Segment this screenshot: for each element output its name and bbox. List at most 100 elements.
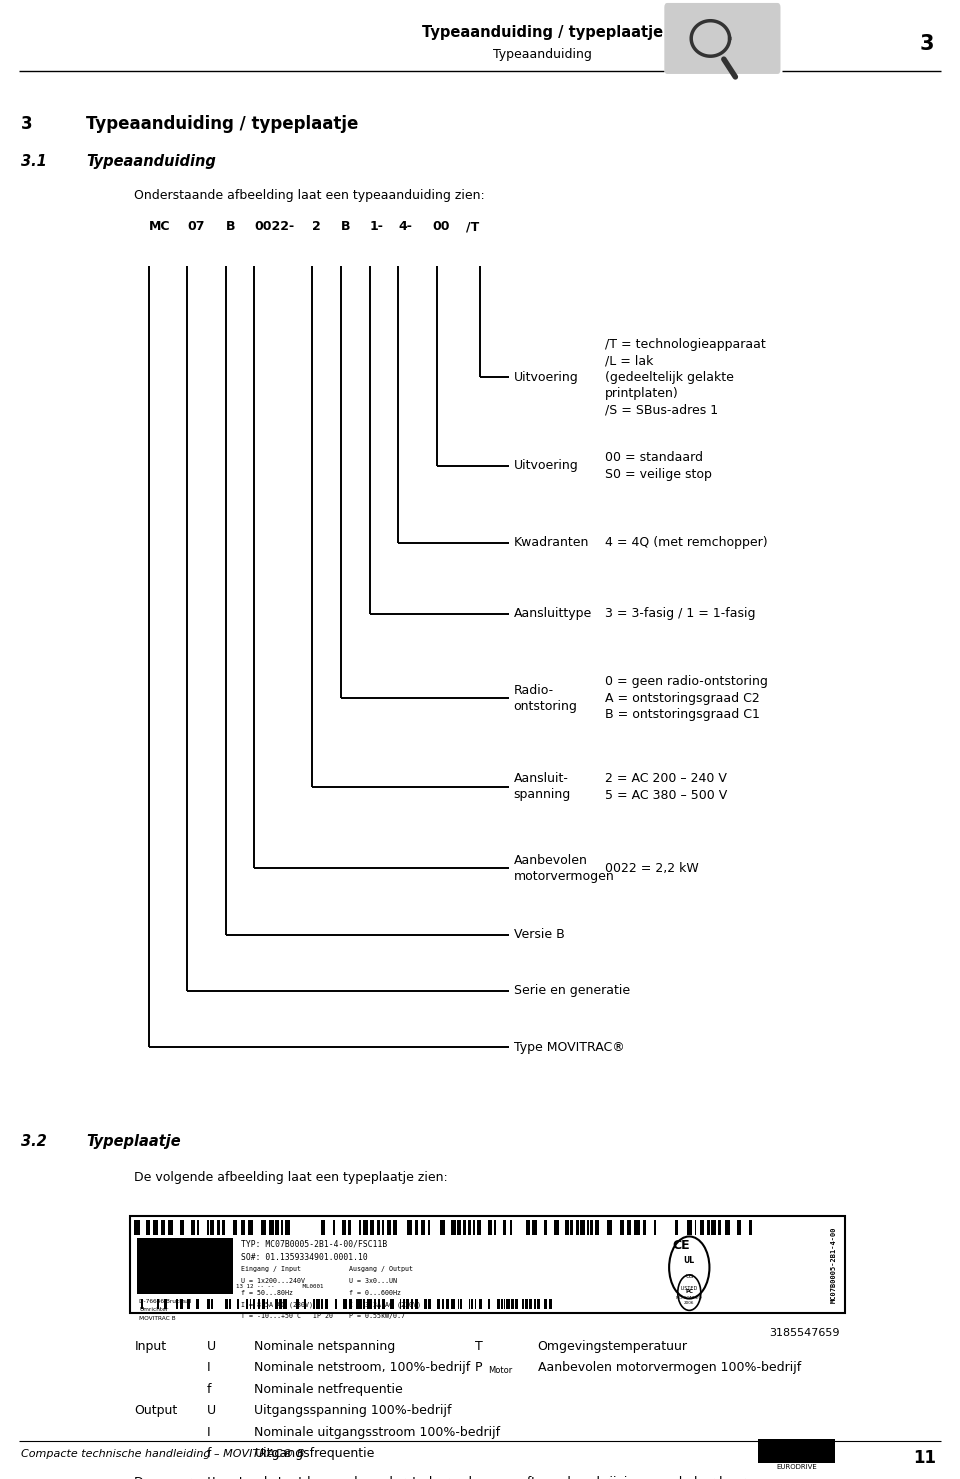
Text: 0022 = 2,2 kW: 0022 = 2,2 kW [605,862,699,874]
Bar [232,1220,237,1235]
Bar [316,1299,320,1309]
Bar [758,1439,835,1463]
Text: Made in Germany  Status: 10 13 12 -- --        ML0001: Made in Germany Status: 10 13 12 -- -- M… [138,1284,324,1288]
Bar [594,1220,599,1235]
Text: Versie B: Versie B [514,929,564,941]
Text: Output: Output [134,1405,178,1417]
Bar [342,1220,347,1235]
Bar [446,1299,449,1309]
Text: 3185547659: 3185547659 [770,1328,840,1338]
Text: IND.CONT.EQ: IND.CONT.EQ [676,1296,703,1299]
Bar [476,1220,481,1235]
Text: P: P [475,1361,483,1374]
Bar [503,1220,506,1235]
Bar [506,1299,510,1309]
Bar [695,1220,696,1235]
Bar [711,1220,715,1235]
Bar [654,1220,656,1235]
Bar [222,1220,225,1235]
Text: Aansluit-
spanning: Aansluit- spanning [514,772,571,802]
Bar [285,1220,290,1235]
Bar [335,1299,337,1309]
Text: Typeplaatje: Typeplaatje [86,1134,181,1149]
Text: Typeaanduiding / typeplaatje: Typeaanduiding / typeplaatje [421,25,663,40]
Bar [587,1220,588,1235]
Bar [180,1299,183,1309]
Bar [382,1299,385,1309]
Bar [423,1299,427,1309]
Bar [333,1220,335,1235]
Bar [570,1220,572,1235]
Bar [479,1299,482,1309]
Bar [488,1299,490,1309]
Text: I = 8.5A AC (230V)         I = 3.3A AC (230V): I = 8.5A AC (230V) I = 3.3A AC (230V) [241,1302,421,1307]
Bar [187,1299,190,1309]
Bar [525,1220,530,1235]
Bar [510,1220,512,1235]
Bar [400,1299,401,1309]
Bar [460,1299,463,1309]
Bar [576,1220,579,1235]
Text: T = -10...+50 C   IP 20    P = 0.55kW/0.7: T = -10...+50 C IP 20 P = 0.55kW/0.7 [241,1313,405,1319]
Bar [416,1299,419,1309]
Text: Nominale uitgangsstroom 100%-bedrijf: Nominale uitgangsstroom 100%-bedrijf [254,1426,500,1439]
Bar [554,1220,559,1235]
Bar [359,1220,361,1235]
Text: Onderstaande afbeelding laat een typeaanduiding zien:: Onderstaande afbeelding laat een typeaan… [134,189,485,203]
Text: Nominale netstroom, 100%-bedrijf: Nominale netstroom, 100%-bedrijf [254,1361,470,1374]
Bar [374,1299,376,1309]
Text: B: B [341,220,350,234]
Text: Uitgangsspanning 100%-bedrijf: Uitgangsspanning 100%-bedrijf [254,1405,452,1417]
Text: Type MOVITRAC®: Type MOVITRAC® [514,1041,624,1053]
Text: Motor: Motor [488,1367,512,1375]
Text: Omgevingstemperatuur: Omgevingstemperatuur [538,1340,687,1353]
Text: 1-: 1- [370,220,383,234]
Text: MC: MC [149,220,170,234]
Bar [356,1299,360,1309]
Text: SEW: SEW [164,1245,206,1263]
Bar [348,1299,351,1309]
Bar [257,1299,260,1309]
Bar [497,1299,500,1309]
Text: Input: Input [134,1340,166,1353]
Text: 3 = 3-fasig / 1 = 1-fasig: 3 = 3-fasig / 1 = 1-fasig [605,608,756,620]
Bar [206,1220,208,1235]
Bar [468,1299,470,1309]
Bar [538,1299,540,1309]
Bar [196,1299,200,1309]
Bar [489,1220,492,1235]
Bar [269,1220,274,1235]
Bar [164,1299,167,1309]
Bar [473,1220,475,1235]
Bar [504,1299,505,1309]
Bar [296,1299,300,1309]
Text: Compacte technische handleiding – MOVITRAC® B: Compacte technische handleiding – MOVITR… [21,1449,304,1460]
Bar [718,1220,722,1235]
Text: Aanbevolen
motorvermogen: Aanbevolen motorvermogen [514,853,614,883]
Text: SO#: 01.1359334901.0001.10: SO#: 01.1359334901.0001.10 [241,1253,368,1262]
Text: PC: PC [685,1288,693,1294]
Text: f = 50...80Hz              f = 0...600Hz: f = 50...80Hz f = 0...600Hz [241,1290,401,1296]
Bar [475,1299,476,1309]
Bar [211,1299,213,1309]
Text: 0 = geen radio-ontstoring
A = ontstoringsgraad C2
B = ontstoringsgraad C1: 0 = geen radio-ontstoring A = ontstoring… [605,674,768,722]
Text: Umrichter: Umrichter [139,1307,168,1312]
Bar [382,1220,384,1235]
Bar [191,1220,196,1235]
Text: T: T [475,1340,483,1353]
Bar [153,1220,158,1235]
Text: De apparaattoestand staat boven de onderste barcode en geeft een beschrijving va: De apparaattoestand staat boven de onder… [134,1476,778,1479]
Bar [253,1299,255,1309]
Text: B: B [226,220,235,234]
Bar [544,1220,547,1235]
Bar [370,1299,372,1309]
Bar [441,1220,445,1235]
Bar [168,1220,173,1235]
Text: f: f [206,1383,211,1396]
Bar [468,1220,471,1235]
Bar [283,1299,287,1309]
Bar [515,1299,517,1309]
Bar [501,1299,503,1309]
Text: 3.1: 3.1 [21,154,47,169]
Bar [134,1220,139,1235]
